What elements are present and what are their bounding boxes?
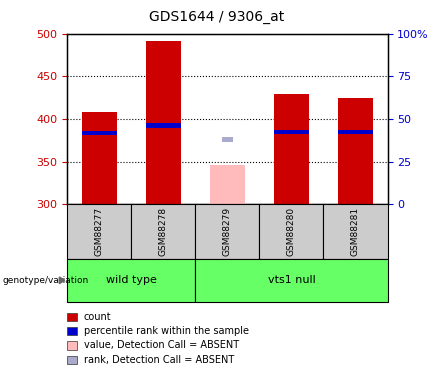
Bar — [323, 204, 388, 259]
Text: wild type: wild type — [106, 275, 157, 285]
Bar — [274, 94, 309, 204]
Bar — [145, 123, 181, 128]
Bar — [195, 259, 388, 302]
Bar — [210, 165, 245, 204]
Bar — [195, 204, 259, 259]
Text: percentile rank within the sample: percentile rank within the sample — [84, 326, 249, 336]
Text: vts1 null: vts1 null — [268, 275, 315, 285]
Text: GDS1644 / 9306_at: GDS1644 / 9306_at — [149, 10, 284, 24]
Bar — [259, 204, 323, 259]
Bar — [81, 112, 117, 204]
Text: rank, Detection Call = ABSENT: rank, Detection Call = ABSENT — [84, 355, 234, 364]
Text: GSM88277: GSM88277 — [95, 207, 103, 256]
Bar — [145, 40, 181, 204]
Text: GSM88278: GSM88278 — [159, 207, 168, 256]
Bar — [67, 204, 131, 259]
Bar — [131, 204, 195, 259]
Text: GSM88279: GSM88279 — [223, 207, 232, 256]
Text: value, Detection Call = ABSENT: value, Detection Call = ABSENT — [84, 340, 239, 350]
Bar — [338, 98, 373, 204]
Text: count: count — [84, 312, 111, 322]
Bar — [81, 131, 117, 135]
Text: genotype/variation: genotype/variation — [2, 276, 88, 285]
Text: GSM88281: GSM88281 — [351, 207, 360, 256]
Text: GSM88280: GSM88280 — [287, 207, 296, 256]
Bar — [222, 137, 233, 142]
Bar — [67, 259, 195, 302]
Bar — [338, 130, 373, 134]
Bar — [274, 130, 309, 134]
